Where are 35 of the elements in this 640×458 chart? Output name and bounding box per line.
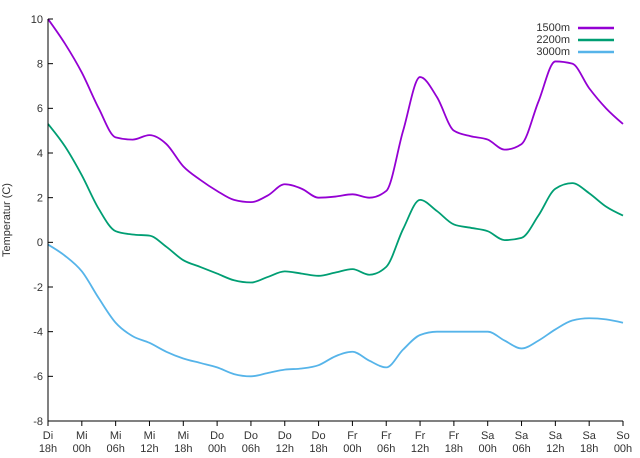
- y-tick-label: 0: [36, 237, 43, 250]
- y-tick-label: -4: [33, 326, 43, 339]
- legend-label: 3000m: [536, 46, 570, 58]
- x-tick-label: Di 18h: [38, 430, 58, 455]
- y-tick-label: 6: [36, 103, 43, 116]
- line-series: [47, 123, 624, 284]
- y-tick-label: -6: [33, 371, 43, 384]
- y-tick-label: 2: [36, 192, 43, 205]
- legend-label: 1500m: [536, 22, 570, 34]
- x-tick-label: Sa 18h: [580, 430, 598, 455]
- line-series: [47, 19, 624, 204]
- x-tick-label: Sa 06h: [512, 430, 531, 455]
- line-series: [47, 244, 624, 378]
- x-tick-label: Fr 12h: [410, 430, 430, 455]
- x-tick-label: Do 00h: [208, 430, 226, 455]
- y-tick-label: -8: [33, 416, 43, 428]
- y-tick-label: 4: [36, 148, 43, 160]
- x-tick-label: Do 18h: [309, 430, 328, 455]
- x-tick-label: Mi 12h: [140, 430, 159, 455]
- x-tick-label: Fr 06h: [377, 430, 396, 455]
- y-tick-label: 10: [30, 14, 43, 26]
- x-tick-label: Do 12h: [276, 430, 294, 455]
- y-tick-label: 8: [36, 58, 43, 71]
- x-tick-label: Mi 18h: [174, 430, 192, 455]
- x-tick-label: So 00h: [614, 430, 632, 455]
- y-tick-label: -2: [33, 282, 43, 294]
- x-tick-label: Do 06h: [242, 430, 260, 455]
- x-tick-label: Fr 00h: [343, 430, 362, 455]
- legend-label: 2200m: [536, 34, 570, 46]
- x-tick-label: Sa 00h: [478, 430, 497, 455]
- y-axis-title: Temperatur (C): [0, 183, 13, 257]
- x-tick-label: Fr 18h: [444, 430, 464, 455]
- x-tick-label: Mi 00h: [72, 430, 92, 455]
- x-tick-label: Sa 12h: [546, 430, 565, 455]
- x-tick-label: Mi 06h: [106, 430, 125, 455]
